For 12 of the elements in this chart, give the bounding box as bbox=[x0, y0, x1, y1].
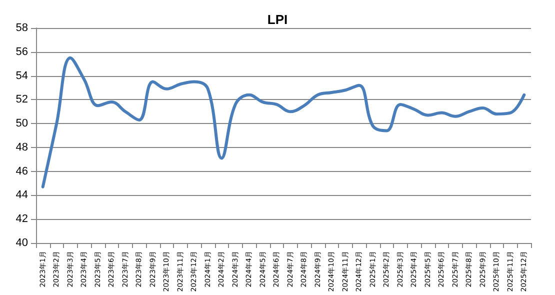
y-tick-label: 44 bbox=[16, 189, 28, 202]
line-series bbox=[41, 56, 526, 188]
y-tick-label: 56 bbox=[16, 46, 28, 58]
y-tick-label: 58 bbox=[16, 22, 28, 34]
chart-title: LPI bbox=[267, 12, 288, 27]
y-tick-label: 50 bbox=[16, 118, 28, 130]
y-tick-label: 46 bbox=[16, 165, 28, 178]
y-tick-label: 40 bbox=[16, 237, 28, 249]
y-tick-label: 42 bbox=[16, 213, 28, 226]
y-tick-label: 54 bbox=[16, 70, 28, 82]
y-tick-label: 48 bbox=[16, 141, 28, 154]
y-tick-label: 52 bbox=[16, 94, 28, 106]
